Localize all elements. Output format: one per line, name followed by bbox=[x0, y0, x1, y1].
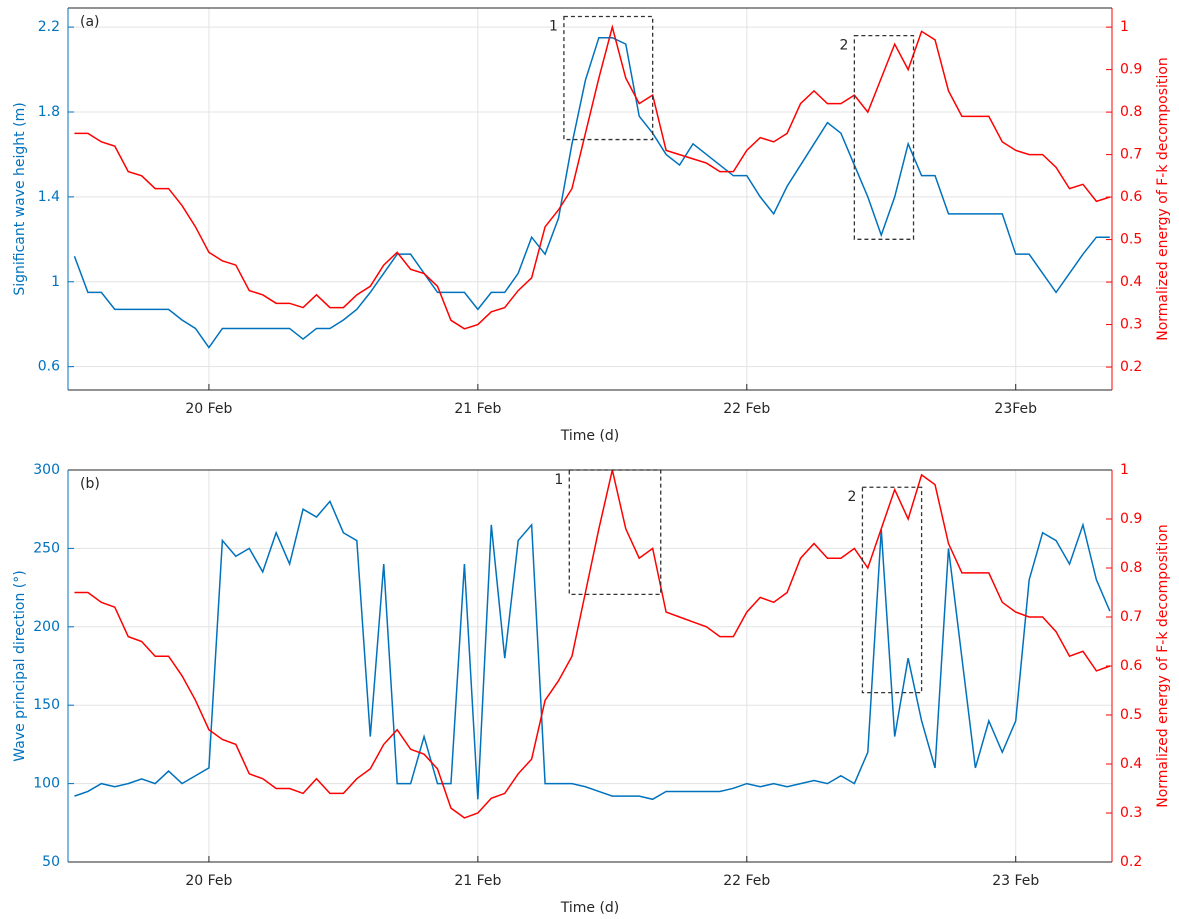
y-tick-label: 300 bbox=[33, 462, 60, 478]
box-label: 2 bbox=[848, 489, 857, 505]
box-label: 1 bbox=[554, 472, 563, 488]
y2-tick-label: 0.9 bbox=[1120, 511, 1142, 527]
x-tick-label: 21 Feb bbox=[454, 401, 501, 417]
y-tick-label: 50 bbox=[42, 854, 60, 870]
x-tick-label: 21 Feb bbox=[454, 873, 501, 889]
y2-tick-label: 0.5 bbox=[1120, 232, 1142, 248]
y2-tick-label: 0.5 bbox=[1120, 707, 1142, 723]
y2-axis-title: Normalized energy of F-k decomposition bbox=[1155, 57, 1171, 341]
y2-tick-label: 0.8 bbox=[1120, 104, 1142, 120]
y2-axis-title: Normalized energy of F-k decomposition bbox=[1155, 524, 1171, 808]
panel-label: (b) bbox=[80, 476, 100, 492]
plot-area bbox=[74, 470, 1111, 819]
y-tick-label: 250 bbox=[33, 540, 60, 556]
y2-tick-label: 0.6 bbox=[1120, 658, 1142, 674]
x-tick-label: 20 Feb bbox=[185, 401, 232, 417]
y2-tick-label: 1 bbox=[1120, 19, 1129, 35]
y2-tick-label: 0.7 bbox=[1120, 147, 1142, 163]
y-tick-label: 2.2 bbox=[38, 19, 60, 35]
x-axis-title: Time (d) bbox=[560, 900, 620, 916]
y-tick-label: 100 bbox=[33, 776, 60, 792]
highlight-box bbox=[861, 486, 923, 694]
y2-tick-label: 0.3 bbox=[1120, 805, 1142, 821]
data-line bbox=[74, 470, 1111, 819]
y2-tick-label: 0.9 bbox=[1120, 62, 1142, 78]
y-tick-label: 0.6 bbox=[38, 359, 60, 375]
y2-tick-label: 0.7 bbox=[1120, 609, 1142, 625]
x-axis-title: Time (d) bbox=[560, 428, 620, 444]
box-label: 1 bbox=[549, 18, 558, 34]
y-tick-label: 200 bbox=[33, 619, 60, 635]
highlight-box bbox=[568, 469, 662, 595]
data-line bbox=[74, 24, 1111, 330]
plot-area bbox=[73, 24, 1111, 349]
y-tick-label: 1.8 bbox=[38, 104, 60, 120]
y2-tick-label: 0.4 bbox=[1120, 274, 1142, 290]
y2-tick-label: 0.2 bbox=[1120, 359, 1142, 375]
y-axis-title: Wave principal direction (°) bbox=[12, 570, 28, 761]
y-axis-title: Significant wave height (m) bbox=[12, 102, 28, 295]
data-line bbox=[74, 499, 1111, 801]
x-tick-label: 23Feb bbox=[994, 401, 1037, 417]
y2-tick-label: 0.6 bbox=[1120, 189, 1142, 205]
y2-tick-label: 0.2 bbox=[1120, 854, 1142, 870]
y-tick-label: 150 bbox=[33, 697, 60, 713]
x-tick-label: 20 Feb bbox=[185, 873, 232, 889]
highlight-box bbox=[853, 34, 915, 240]
y2-tick-label: 0.3 bbox=[1120, 317, 1142, 333]
y2-tick-label: 0.8 bbox=[1120, 560, 1142, 576]
panel-label: (a) bbox=[80, 14, 100, 30]
x-tick-label: 23 Feb bbox=[992, 873, 1039, 889]
x-tick-label: 22 Feb bbox=[723, 401, 770, 417]
box-label: 2 bbox=[839, 38, 848, 54]
highlight-box bbox=[563, 15, 654, 141]
y2-tick-label: 0.4 bbox=[1120, 756, 1142, 772]
data-line bbox=[73, 36, 1110, 349]
x-tick-label: 22 Feb bbox=[723, 873, 770, 889]
y-tick-label: 1.4 bbox=[38, 189, 60, 205]
y-tick-label: 1 bbox=[51, 274, 60, 290]
y2-tick-label: 1 bbox=[1120, 462, 1129, 478]
